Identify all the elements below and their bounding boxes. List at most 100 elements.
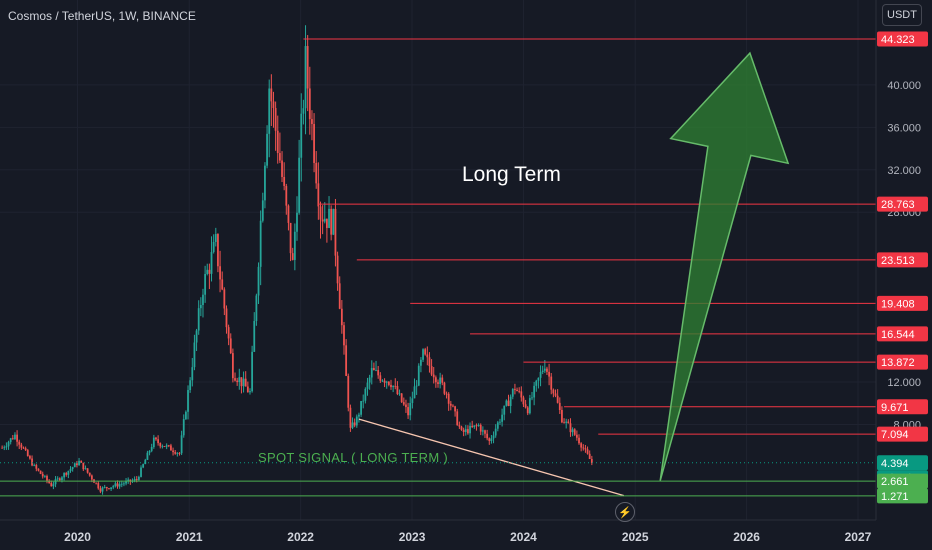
candle-up (533, 385, 536, 398)
candle-down (174, 452, 177, 454)
candle-down (552, 389, 555, 394)
candle-up (67, 470, 70, 475)
lightning-bolt-icon[interactable]: ⚡ (615, 502, 635, 522)
candle-up (3, 447, 6, 449)
candle-down (447, 393, 450, 404)
symbol-title[interactable]: Cosmos / TetherUS, 1W, BINANCE (8, 9, 196, 23)
candle-down (437, 382, 439, 384)
level-price-label: 7.094 (881, 429, 909, 441)
candle-down (353, 422, 356, 426)
candle-up (161, 446, 164, 448)
candle-up (439, 377, 442, 384)
candle-down (467, 429, 469, 434)
candle-up (366, 382, 369, 389)
candle-down (524, 404, 527, 408)
candle-up (137, 476, 140, 480)
level-price-badge (877, 354, 928, 370)
candle-down (20, 444, 23, 448)
candle-down (343, 325, 345, 346)
candle-down (394, 385, 397, 387)
projection-arrow[interactable] (659, 51, 790, 481)
candle-up (266, 133, 268, 166)
candle-down (486, 433, 489, 439)
candle-down (22, 447, 25, 449)
candle-down (285, 185, 288, 206)
candle-down (377, 369, 380, 376)
candle-down (434, 377, 437, 383)
candle-down (456, 411, 459, 426)
support-price-badge (877, 488, 928, 504)
candle-up (63, 473, 65, 478)
candle-up (5, 446, 8, 448)
candle-up (148, 450, 151, 453)
candle-down (488, 438, 491, 442)
candle-up (360, 400, 362, 415)
candle-down (50, 482, 53, 487)
candle-up (541, 370, 544, 372)
candle-down (37, 468, 40, 471)
candle-up (61, 477, 63, 481)
candle-down (11, 438, 14, 440)
candle-down (108, 488, 110, 490)
candle-down (567, 421, 570, 424)
candle-down (582, 447, 585, 449)
candle-down (586, 449, 589, 454)
candle-up (417, 365, 420, 386)
candle-down (330, 208, 333, 235)
candle-up (511, 388, 514, 397)
candle-down (217, 234, 219, 267)
candle-down (274, 107, 277, 131)
candle-down (407, 407, 409, 416)
candle-up (152, 437, 155, 447)
candle-down (236, 380, 239, 383)
candle-up (296, 212, 298, 232)
candle-up (144, 459, 147, 465)
candle-up (56, 478, 59, 480)
candle-down (580, 443, 583, 448)
candle-down (514, 388, 516, 390)
candle-down (90, 475, 93, 480)
candle-down (405, 404, 407, 408)
candle-down (546, 368, 548, 372)
candle-down (578, 437, 580, 444)
candle-down (170, 445, 172, 451)
candle-up (565, 421, 568, 423)
level-price-badge (877, 399, 928, 415)
y-tick-label: 32.000 (887, 165, 921, 177)
candle-up (9, 438, 12, 443)
candle-down (507, 400, 510, 407)
candle-down (462, 429, 465, 432)
candle-down (554, 393, 557, 396)
candle-down (396, 386, 399, 394)
candle-down (276, 130, 279, 154)
candle-up (255, 295, 258, 321)
candle-up (176, 452, 179, 454)
candle-down (270, 88, 273, 102)
level-price-label: 19.408 (881, 298, 915, 310)
candle-down (471, 425, 474, 427)
candle-down (548, 371, 551, 377)
candle-up (146, 452, 149, 460)
candle-down (281, 160, 283, 177)
candle-up (84, 468, 87, 470)
candle-down (16, 434, 18, 442)
candle-down (58, 478, 61, 481)
descending-trendline[interactable] (358, 418, 625, 497)
candle-up (413, 386, 416, 399)
candle-down (475, 425, 478, 427)
x-tick-label: 2021 (176, 530, 203, 544)
candle-up (7, 442, 10, 447)
candle-up (33, 465, 36, 466)
x-tick-label: 2026 (733, 530, 760, 544)
x-tick-label: 2024 (510, 530, 537, 544)
candle-up (381, 380, 384, 382)
currency-unit-button[interactable]: USDT (882, 4, 922, 26)
candle-down (390, 384, 392, 388)
candle-up (411, 398, 414, 403)
candle-down (338, 283, 341, 309)
candle-up (355, 416, 358, 426)
candle-down (80, 460, 83, 463)
support-price-badge (877, 473, 928, 489)
